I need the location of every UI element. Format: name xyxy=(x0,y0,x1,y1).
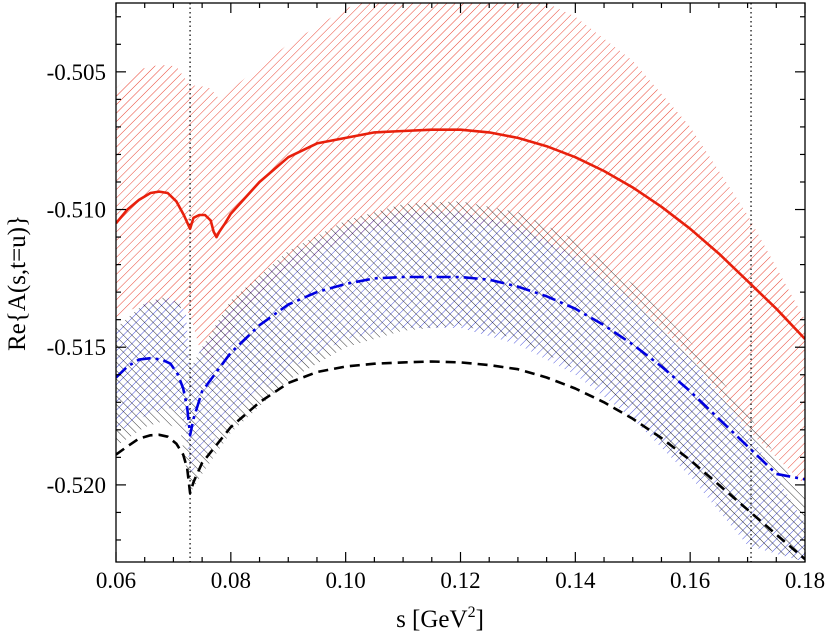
y-tick-label: -0.510 xyxy=(47,198,106,223)
x-tick-label: 0.14 xyxy=(555,568,596,593)
x-tick-label: 0.06 xyxy=(96,568,136,593)
red-band xyxy=(116,3,805,485)
x-tick-label: 0.10 xyxy=(326,568,366,593)
threshold-lines xyxy=(189,3,752,562)
x-axis-title: s [GeV2] xyxy=(396,604,484,633)
y-axis-title: Re{A(s,t=u)} xyxy=(4,215,31,351)
error-bands xyxy=(116,3,805,562)
y-tick-label: -0.515 xyxy=(47,335,106,360)
x-tick-label: 0.16 xyxy=(670,568,710,593)
y-tick-label: -0.520 xyxy=(47,473,106,498)
x-tick-label: 0.08 xyxy=(211,568,251,593)
ticks: 0.06 0.08 0.10 0.12 0.14 0.16 0.18 -0.505 -0.510… xyxy=(47,3,825,593)
y-tick-label: -0.505 xyxy=(47,60,106,85)
curves xyxy=(116,128,805,561)
x-tick-label: 0.12 xyxy=(440,568,480,593)
blue-dashdot-line xyxy=(116,275,805,481)
red-solid-line xyxy=(116,128,805,340)
x-tick-label: 0.18 xyxy=(785,568,825,593)
black-band xyxy=(116,201,805,562)
